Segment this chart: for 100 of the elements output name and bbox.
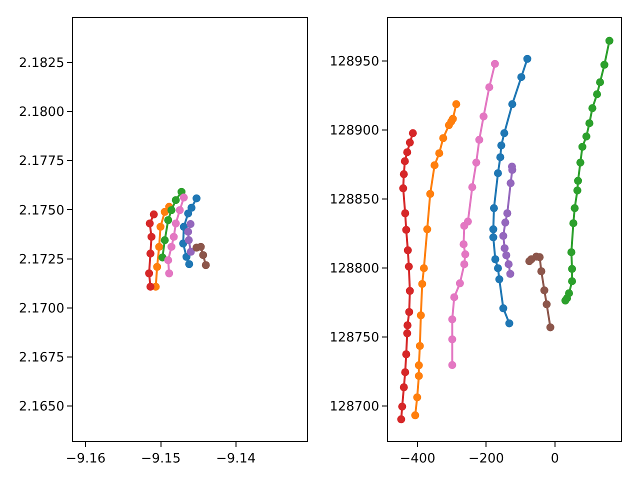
- point: [448, 335, 456, 344]
- point: [489, 233, 498, 242]
- y-tick-label: 2.1700: [18, 301, 64, 316]
- y-tick-label: 2.1675: [18, 350, 64, 366]
- point: [537, 267, 546, 276]
- point: [546, 323, 554, 332]
- y-tick-label: 2.1750: [18, 203, 64, 218]
- point: [423, 225, 432, 234]
- point: [500, 244, 509, 252]
- point: [501, 218, 510, 227]
- point: [420, 264, 428, 272]
- point: [400, 170, 408, 178]
- point: [475, 136, 484, 144]
- point: [145, 269, 154, 278]
- point: [401, 209, 410, 218]
- point: [411, 411, 420, 420]
- point: [499, 304, 508, 312]
- point: [448, 315, 456, 324]
- point: [496, 153, 504, 162]
- point: [188, 204, 196, 212]
- point: [402, 226, 410, 234]
- point: [468, 183, 476, 192]
- point: [184, 209, 192, 218]
- x-tick-label: 0: [550, 452, 560, 467]
- point: [497, 141, 506, 150]
- point: [495, 275, 504, 284]
- point: [408, 129, 417, 138]
- point: [186, 248, 195, 256]
- point: [403, 329, 412, 338]
- point: [160, 236, 169, 244]
- point: [192, 194, 201, 202]
- point: [456, 279, 464, 288]
- point: [472, 158, 480, 167]
- point: [426, 190, 434, 198]
- point: [489, 225, 498, 234]
- point: [506, 270, 514, 278]
- point: [165, 269, 174, 278]
- point: [416, 342, 424, 350]
- point: [567, 248, 576, 256]
- point: [565, 289, 574, 298]
- point: [180, 194, 188, 202]
- y-tick-label: 2.1725: [18, 252, 64, 268]
- point: [414, 372, 423, 380]
- point: [406, 138, 414, 147]
- point: [402, 350, 410, 358]
- point: [401, 368, 410, 376]
- point: [508, 100, 516, 108]
- point: [199, 251, 208, 260]
- point: [568, 264, 576, 273]
- point: [172, 196, 180, 204]
- point: [542, 300, 551, 308]
- point: [430, 161, 439, 170]
- point: [570, 204, 579, 212]
- point: [450, 293, 458, 302]
- point: [153, 262, 162, 271]
- x-tick-label: −200: [468, 452, 504, 467]
- point: [517, 73, 526, 82]
- point: [413, 393, 422, 402]
- point: [460, 260, 468, 268]
- point: [523, 54, 532, 63]
- point: [494, 169, 502, 178]
- point: [398, 402, 406, 411]
- point: [182, 252, 190, 261]
- point: [439, 134, 448, 142]
- y-tick-label: 2.1775: [18, 154, 64, 170]
- point: [184, 236, 193, 244]
- point: [494, 264, 502, 272]
- point: [500, 129, 508, 138]
- point: [573, 186, 582, 194]
- point: [490, 60, 499, 68]
- point: [503, 209, 512, 218]
- point: [578, 142, 586, 151]
- y-tick-label: 128950: [330, 54, 380, 70]
- point: [146, 282, 154, 291]
- point: [146, 219, 154, 228]
- point: [164, 216, 172, 224]
- point: [185, 260, 194, 268]
- point: [490, 204, 498, 212]
- point: [167, 206, 176, 214]
- point: [399, 184, 408, 192]
- point: [400, 383, 408, 392]
- point: [418, 280, 426, 288]
- point: [170, 232, 178, 241]
- point: [404, 321, 412, 330]
- point: [403, 148, 412, 156]
- point: [146, 250, 154, 258]
- point: [405, 308, 414, 316]
- point: [404, 262, 413, 271]
- point: [202, 261, 210, 270]
- point: [569, 219, 578, 228]
- point: [164, 256, 172, 264]
- y-tick-label: 2.1800: [18, 105, 64, 120]
- point: [176, 206, 184, 214]
- point: [505, 319, 514, 328]
- y-tick-label: 2.1650: [18, 400, 64, 415]
- y-tick-label: 128750: [330, 330, 380, 346]
- point: [155, 242, 164, 251]
- point: [585, 119, 594, 128]
- x-tick-label: −400: [400, 452, 436, 467]
- point: [156, 222, 164, 231]
